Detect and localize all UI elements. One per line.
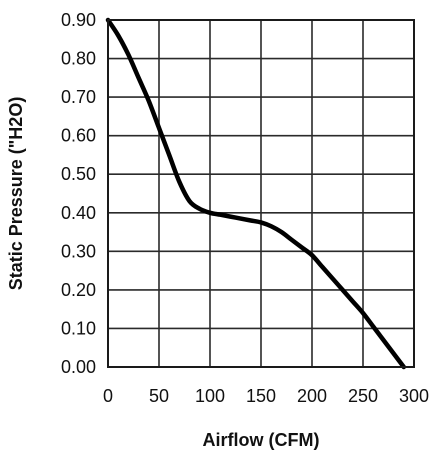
x-tick-label: 200 [297,386,327,406]
y-tick-label: 0.10 [61,318,96,338]
x-tick-label: 150 [246,386,276,406]
x-tick-label: 0 [103,386,113,406]
x-axis-title: Airflow (CFM) [203,430,320,450]
y-axis-title: Static Pressure ("H2O) [6,97,26,291]
y-tick-label: 0.80 [61,49,96,69]
y-tick-label: 0.60 [61,126,96,146]
y-tick-label: 0.30 [61,241,96,261]
grid-lines [107,19,415,368]
plot-frame [107,19,415,368]
x-tick-label: 100 [195,386,225,406]
plot-border [107,19,415,368]
x-tick-label: 50 [149,386,169,406]
y-axis-ticks: 0.00 0.10 0.20 0.30 0.40 0.50 0.60 0.70 0.80 0.90 [61,10,96,377]
x-tick-label: 250 [348,386,378,406]
x-axis-ticks: 0 50 100 150 200 250 300 [103,386,429,406]
series-layer [105,17,407,370]
y-tick-label: 0.00 [61,357,96,377]
y-tick-label: 0.90 [61,10,96,30]
x-tick-label: 300 [399,386,429,406]
y-tick-label: 0.20 [61,280,96,300]
y-tick-label: 0.50 [61,164,96,184]
pressure-curve-line [105,17,407,370]
y-tick-label: 0.70 [61,87,96,107]
y-tick-label: 0.40 [61,203,96,223]
